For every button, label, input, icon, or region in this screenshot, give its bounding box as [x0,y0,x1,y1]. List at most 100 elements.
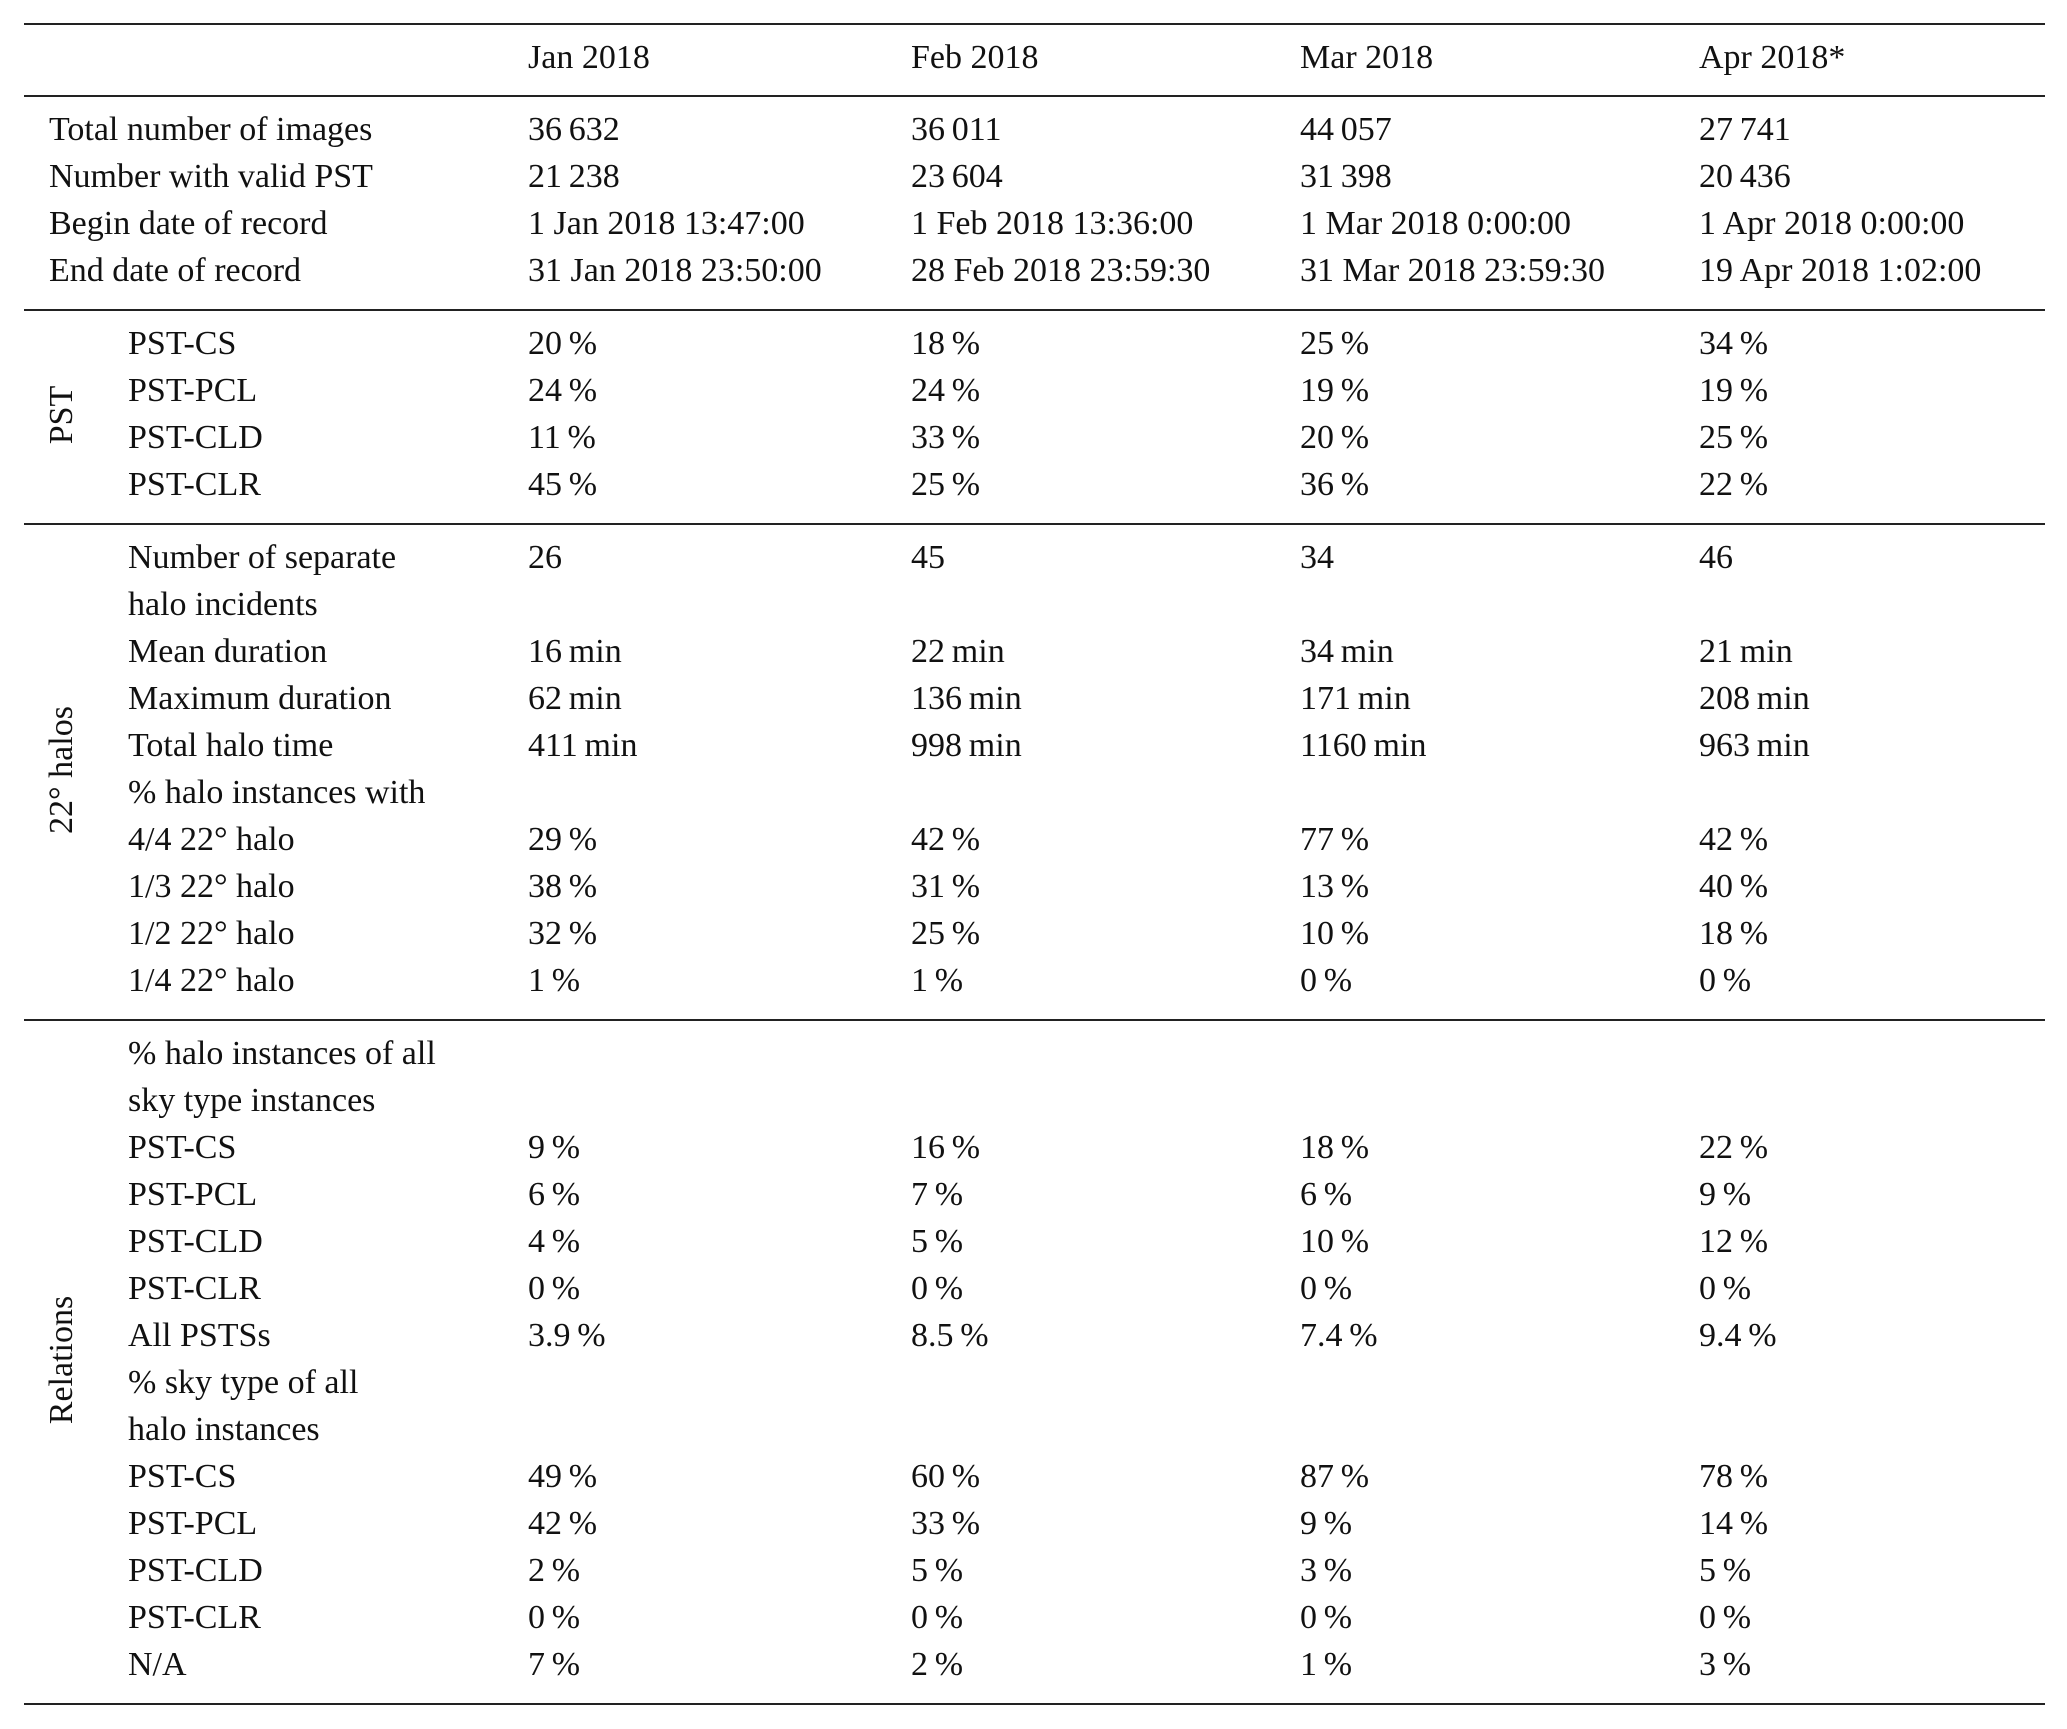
row-label: PST-PCL [128,1505,258,1542]
cell: 136 min [911,680,1022,717]
cell: 78 % [1699,1458,1769,1495]
cell: 998 min [911,727,1022,764]
cell: 6 % [1300,1176,1353,1213]
row-label: sky type instances [128,1082,376,1119]
cell: 28 Feb 2018 23:59:30 [911,252,1211,289]
cell: 0 % [1300,1270,1353,1307]
row-label: 1/4 22° halo [128,962,295,999]
row-label: PST-CLR [128,1270,261,1307]
header-rule [24,95,2045,97]
cell: 19 % [1300,372,1370,409]
cell: 38 % [528,868,598,905]
cell: 0 % [911,1270,964,1307]
cell: 411 min [528,727,638,764]
cell: 29 % [528,821,598,858]
row-label: PST-CLD [128,1223,263,1260]
cell: 40 % [1699,868,1769,905]
cell: 18 % [1699,915,1769,952]
cell: 0 % [1699,1270,1752,1307]
cell: 10 % [1300,915,1370,952]
row-label: halo instances [128,1411,320,1448]
row-label: PST-CLD [128,1552,263,1589]
cell: 5 % [911,1552,964,1589]
cell: 31 Mar 2018 23:59:30 [1300,252,1606,289]
cell: 12 % [1699,1223,1769,1260]
row-label: Begin date of record [49,205,328,242]
section-rule [24,309,2045,311]
cell: 19 Apr 2018 1:02:00 [1699,252,1982,289]
cell: 20 436 [1699,158,1791,195]
cell: 25 % [1300,325,1370,362]
cell: 45 [911,539,945,576]
cell: 0 % [1699,962,1752,999]
section-rule [24,1019,2045,1021]
row-label: PST-CLR [128,1599,261,1636]
cell: 22 % [1699,466,1769,503]
row-label: Number of separate [128,539,397,576]
cell: 42 % [911,821,981,858]
section-rule [24,1703,2045,1705]
row-label: Maximum duration [128,680,392,717]
cell: 3 % [1300,1552,1353,1589]
cell: 3.9 % [528,1317,606,1354]
column-header: Feb 2018 [911,39,1039,76]
cell: 36 011 [911,111,1002,148]
cell: 18 % [1300,1129,1370,1166]
section-rule [24,523,2045,525]
cell: 1160 min [1300,727,1427,764]
top-rule [24,23,2045,25]
cell: 9.4 % [1699,1317,1777,1354]
cell: 9 % [528,1129,581,1166]
cell: 24 % [911,372,981,409]
cell: 1 % [528,962,581,999]
row-label: % halo instances of all [128,1035,436,1072]
cell: 7.4 % [1300,1317,1378,1354]
cell: 1 Apr 2018 0:00:00 [1699,205,1965,242]
cell: 33 % [911,1505,981,1542]
row-label: End date of record [49,252,302,289]
cell: 19 % [1699,372,1769,409]
cell: 1 Feb 2018 13:36:00 [911,205,1194,242]
row-label: PST-CLR [128,466,261,503]
row-label: 1/2 22° halo [128,915,295,952]
cell: 5 % [1699,1552,1752,1589]
cell: 45 % [528,466,598,503]
row-label: Total halo time [128,727,334,764]
row-label: PST-CLD [128,419,263,456]
cell: 7 % [911,1176,964,1213]
row-label: Number with valid PST [49,158,373,195]
row-label: 4/4 22° halo [128,821,295,858]
row-label: PST-PCL [128,1176,258,1213]
cell: 22 min [911,633,1005,670]
cell: 31 398 [1300,158,1392,195]
cell: 33 % [911,419,981,456]
row-label: halo incidents [128,586,318,623]
cell: 42 % [528,1505,598,1542]
row-label: PST-CS [128,1129,237,1166]
cell: 25 % [911,466,981,503]
cell: 5 % [911,1223,964,1260]
cell: 21 min [1699,633,1793,670]
cell: 20 % [1300,419,1370,456]
cell: 62 min [528,680,622,717]
cell: 14 % [1699,1505,1769,1542]
cell: 0 % [1300,1599,1353,1636]
section-label: 22° halos [43,705,80,834]
cell: 21 238 [528,158,620,195]
cell: 49 % [528,1458,598,1495]
row-label: % sky type of all [128,1364,359,1401]
cell: 18 % [911,325,981,362]
cell: 24 % [528,372,598,409]
column-header: Jan 2018 [528,39,650,76]
cell: 0 % [528,1599,581,1636]
cell: 963 min [1699,727,1810,764]
cell: 46 [1699,539,1733,576]
cell: 27 741 [1699,111,1791,148]
cell: 34 [1300,539,1334,576]
row-label: PST-PCL [128,372,258,409]
cell: 31 % [911,868,981,905]
cell: 42 % [1699,821,1769,858]
cell: 208 min [1699,680,1810,717]
cell: 0 % [528,1270,581,1307]
cell: 171 min [1300,680,1411,717]
